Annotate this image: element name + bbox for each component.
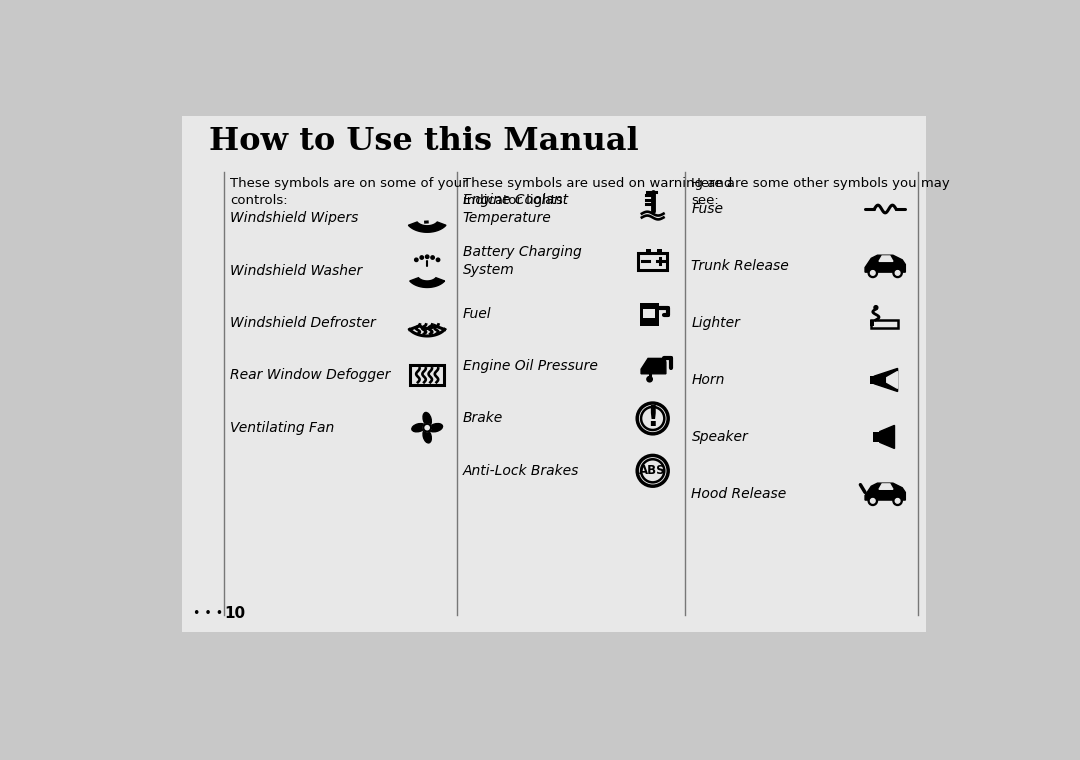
Text: Here are some other symbols you may
see:: Here are some other symbols you may see: <box>691 177 950 207</box>
Text: Hood Release: Hood Release <box>691 487 786 501</box>
Circle shape <box>423 424 431 432</box>
Polygon shape <box>875 369 897 391</box>
Circle shape <box>868 496 877 505</box>
Polygon shape <box>887 372 897 388</box>
Circle shape <box>431 256 434 259</box>
Polygon shape <box>879 484 893 489</box>
FancyBboxPatch shape <box>640 303 659 326</box>
Text: Ventilating Fan: Ventilating Fan <box>230 421 335 435</box>
Text: How to Use this Manual: How to Use this Manual <box>208 126 638 157</box>
Text: Windshield Defroster: Windshield Defroster <box>230 316 376 330</box>
Polygon shape <box>642 359 666 374</box>
FancyBboxPatch shape <box>869 320 874 326</box>
Polygon shape <box>879 256 893 261</box>
FancyBboxPatch shape <box>181 116 926 168</box>
Circle shape <box>868 268 877 277</box>
Circle shape <box>895 499 900 503</box>
FancyBboxPatch shape <box>869 376 875 384</box>
Polygon shape <box>408 222 446 233</box>
FancyBboxPatch shape <box>644 309 656 318</box>
FancyBboxPatch shape <box>872 320 897 328</box>
Circle shape <box>874 306 878 309</box>
Text: Rear Window Defogger: Rear Window Defogger <box>230 369 391 382</box>
Ellipse shape <box>411 423 426 432</box>
Circle shape <box>436 258 440 261</box>
FancyBboxPatch shape <box>873 432 880 442</box>
Polygon shape <box>880 426 894 448</box>
Ellipse shape <box>429 423 443 432</box>
Text: Trunk Release: Trunk Release <box>691 259 789 273</box>
FancyBboxPatch shape <box>646 249 651 253</box>
Text: Horn: Horn <box>691 373 725 387</box>
Text: Anti-Lock Brakes: Anti-Lock Brakes <box>463 464 579 478</box>
FancyBboxPatch shape <box>657 249 662 253</box>
Text: These symbols are used on warning and
indicator lights:: These symbols are used on warning and in… <box>463 177 732 207</box>
Polygon shape <box>865 483 905 500</box>
Circle shape <box>870 271 875 275</box>
Text: • • •: • • • <box>193 606 224 619</box>
Circle shape <box>895 271 900 275</box>
Circle shape <box>420 256 423 259</box>
Text: Speaker: Speaker <box>691 430 748 444</box>
Circle shape <box>426 255 429 258</box>
Text: 10: 10 <box>225 606 245 621</box>
Ellipse shape <box>423 413 431 426</box>
Text: Engine Coolant
Temperature: Engine Coolant Temperature <box>463 193 568 225</box>
FancyBboxPatch shape <box>181 116 926 632</box>
Circle shape <box>893 496 902 505</box>
Polygon shape <box>865 255 905 272</box>
Text: Fuel: Fuel <box>463 307 491 321</box>
Text: Fuse: Fuse <box>691 202 724 216</box>
Text: Brake: Brake <box>463 411 503 426</box>
Text: These symbols are on some of your
controls:: These symbols are on some of your contro… <box>230 177 468 207</box>
Circle shape <box>870 499 875 503</box>
Text: Windshield Wipers: Windshield Wipers <box>230 211 359 225</box>
Text: Battery Charging
System: Battery Charging System <box>463 245 581 277</box>
Ellipse shape <box>423 429 431 443</box>
Polygon shape <box>409 277 445 287</box>
Text: ABS: ABS <box>639 464 666 477</box>
Text: Engine Oil Pressure: Engine Oil Pressure <box>463 359 597 373</box>
Text: !: ! <box>647 404 659 432</box>
Circle shape <box>893 268 902 277</box>
Circle shape <box>415 258 418 261</box>
Text: Windshield Washer: Windshield Washer <box>230 264 363 277</box>
Text: Lighter: Lighter <box>691 316 740 330</box>
Circle shape <box>647 376 652 382</box>
